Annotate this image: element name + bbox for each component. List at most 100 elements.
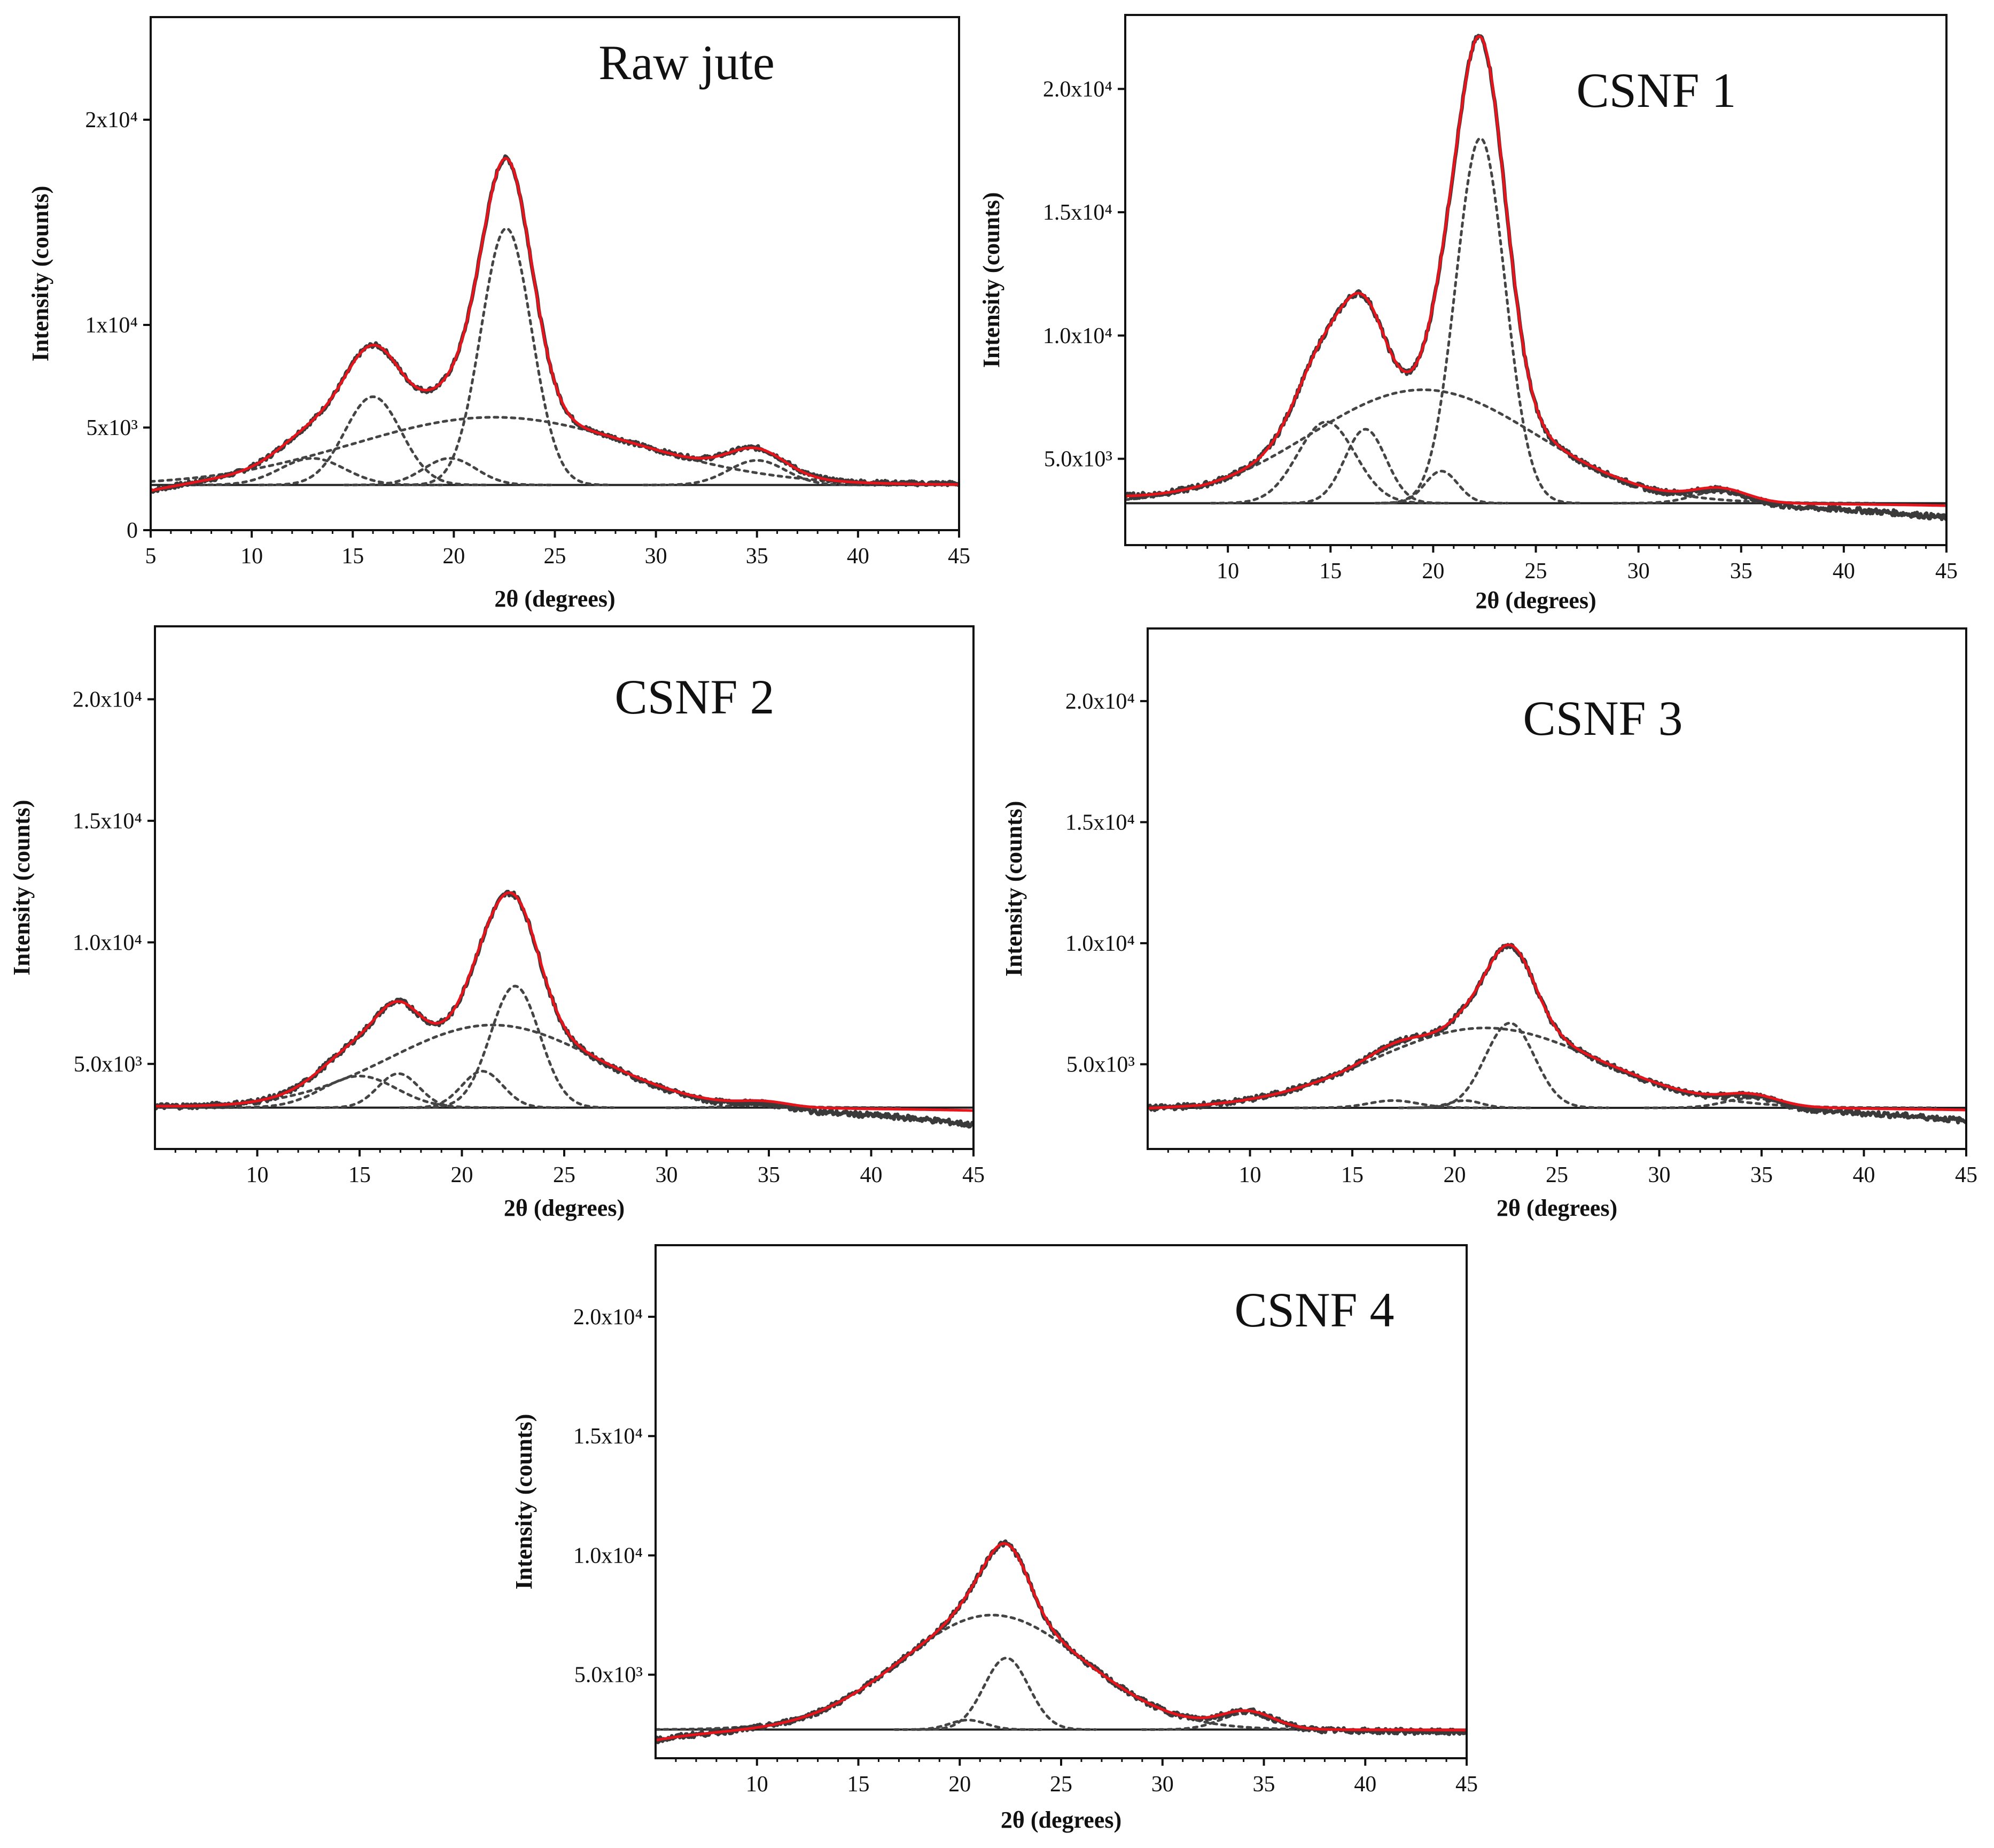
panel-title: CSNF 3 [1523, 691, 1683, 746]
y-tick-label: 1.0x10⁴ [1043, 324, 1112, 348]
y-tick-label: 5.0x10³ [1066, 1052, 1135, 1077]
x-axis-title: 2θ (degrees) [494, 586, 615, 612]
y-tick-label: 2.0x10⁴ [573, 1305, 643, 1330]
x-tick-label: 10 [746, 1772, 768, 1797]
panel-title: Raw jute [598, 35, 775, 90]
component-peak-1 [182, 457, 443, 486]
x-tick-label: 25 [1050, 1772, 1072, 1797]
x-tick-label: 5 [145, 544, 157, 569]
panel-title: CSNF 4 [1234, 1283, 1394, 1337]
x-tick-label: 45 [962, 1163, 985, 1187]
x-tick-label: 35 [1750, 1163, 1773, 1187]
y-tick-label: 0 [127, 518, 138, 543]
x-tick-label: 25 [544, 544, 566, 569]
fitted-curve [151, 157, 959, 492]
component-peak-4 [1410, 1021, 1610, 1109]
y-tick-label: 2.0x10⁴ [1065, 689, 1135, 714]
x-tick-label: 15 [348, 1163, 371, 1187]
y-axis-title: Intensity (counts) [1001, 801, 1027, 977]
x-tick-label: 40 [1853, 1163, 1875, 1187]
y-tick-label: 5x10³ [86, 416, 138, 440]
x-tick-label: 10 [240, 544, 263, 569]
y-tick-label: 5.0x10³ [1044, 447, 1112, 472]
x-tick-label: 20 [948, 1772, 971, 1797]
plot-area [155, 890, 973, 1129]
component-peak-1 [1294, 1099, 1493, 1109]
x-tick-label: 20 [1444, 1163, 1466, 1187]
component-peak-2 [1282, 428, 1449, 504]
y-tick-label: 1x10⁴ [85, 313, 138, 338]
plot-area [1148, 943, 1966, 1124]
x-tick-label: 30 [656, 1163, 678, 1187]
y-tick-label: 1.0x10⁴ [73, 930, 142, 955]
y-tick-label: 1.5x10⁴ [1065, 810, 1135, 835]
x-tick-label: 10 [246, 1163, 269, 1187]
x-tick-label: 30 [1627, 559, 1650, 584]
x-tick-label: 40 [1833, 559, 1855, 584]
y-axis-title: Intensity (counts) [978, 192, 1004, 368]
component-peak-6 [642, 459, 872, 486]
y-tick-label: 2.0x10⁴ [1043, 77, 1112, 102]
y-axis-title: Intensity (counts) [27, 186, 53, 362]
x-tick-label: 20 [1422, 559, 1444, 584]
x-tick-label: 40 [860, 1163, 883, 1187]
panel-title: CSNF 2 [614, 670, 774, 724]
x-axis-title: 2θ (degrees) [1497, 1195, 1617, 1221]
x-tick-label: 15 [1341, 1163, 1364, 1187]
fitted-curve [155, 891, 973, 1112]
y-tick-label: 5.0x10³ [574, 1663, 643, 1688]
x-tick-label: 25 [553, 1163, 575, 1187]
y-tick-label: 2x10⁴ [85, 108, 138, 133]
component-peak-2 [315, 1072, 482, 1109]
x-tick-label: 35 [1730, 559, 1752, 584]
x-axis-title: 2θ (degrees) [1475, 587, 1596, 614]
x-tick-label: 15 [847, 1772, 870, 1797]
component-peak-4 [1374, 470, 1509, 504]
x-tick-label: 45 [948, 544, 970, 569]
x-tick-label: 10 [1217, 559, 1239, 584]
component-peak-2 [656, 1613, 1359, 1731]
chart-panel-3: 10 15 20 25 30 35 40 45 5.0x10³ 1.0x10⁴ 1.5x10⁴ 2.0… [9, 625, 985, 1221]
y-tick-label: 5.0x10³ [74, 1052, 142, 1077]
y-tick-label: 1.0x10⁴ [573, 1543, 643, 1568]
component-peak-2 [258, 395, 488, 486]
x-tick-label: 15 [341, 544, 364, 569]
x-tick-label: 20 [442, 544, 465, 569]
plot-area [656, 1539, 1467, 1744]
x-tick-label: 45 [1935, 559, 1958, 584]
x-tick-label: 20 [451, 1163, 473, 1187]
plot-area [151, 154, 959, 494]
fitted-curve [1125, 35, 1946, 507]
component-peak-3 [343, 457, 556, 486]
component-peak-3 [916, 1656, 1097, 1731]
panel-title: CSNF 1 [1576, 63, 1736, 118]
x-tick-label: 35 [746, 544, 768, 569]
component-peak-5 [404, 227, 609, 486]
fitted-curve [1148, 943, 1966, 1112]
component-peak-5 [1380, 137, 1580, 504]
x-tick-label: 40 [847, 544, 869, 569]
x-tick-label: 45 [1455, 1772, 1478, 1797]
chart-panel-2: 10 15 20 25 30 35 40 45 5.0x10³ 1.0x10⁴ 1.5x10⁴ 2.0… [978, 14, 1958, 614]
y-axis-title: Intensity (counts) [9, 800, 35, 976]
x-tick-label: 15 [1319, 559, 1342, 584]
fitted-curve [656, 1542, 1467, 1742]
x-tick-label: 45 [1955, 1163, 1977, 1187]
x-tick-label: 30 [1648, 1163, 1671, 1187]
x-tick-label: 25 [1546, 1163, 1568, 1187]
chart-panel-5: 10 15 20 25 30 35 40 45 5.0x10³ 1.0x10⁴ 1.5x10⁴ 2.0… [511, 1244, 1478, 1833]
x-axis-title: 2θ (degrees) [1001, 1807, 1121, 1833]
y-tick-label: 1.5x10⁴ [573, 1424, 643, 1449]
x-tick-label: 40 [1354, 1772, 1376, 1797]
y-axis-title: Intensity (counts) [511, 1414, 537, 1590]
chart-panel-4: 10 15 20 25 30 35 40 45 5.0x10³ 1.0x10⁴ 1.5x10⁴ 2.0… [1001, 627, 1977, 1221]
x-tick-label: 35 [1253, 1772, 1275, 1797]
x-axis-title: 2θ (degrees) [504, 1195, 625, 1221]
y-tick-label: 2.0x10⁴ [73, 687, 142, 712]
chart-panel-1: 5 10 15 20 25 30 35 40 45 0 5x10³ 1x10⁴ 2x10⁴ 2θ (deg… [27, 16, 970, 612]
x-tick-label: 10 [1239, 1163, 1261, 1187]
y-tick-label: 1.5x10⁴ [1043, 200, 1112, 225]
plot-area [1125, 34, 1946, 522]
